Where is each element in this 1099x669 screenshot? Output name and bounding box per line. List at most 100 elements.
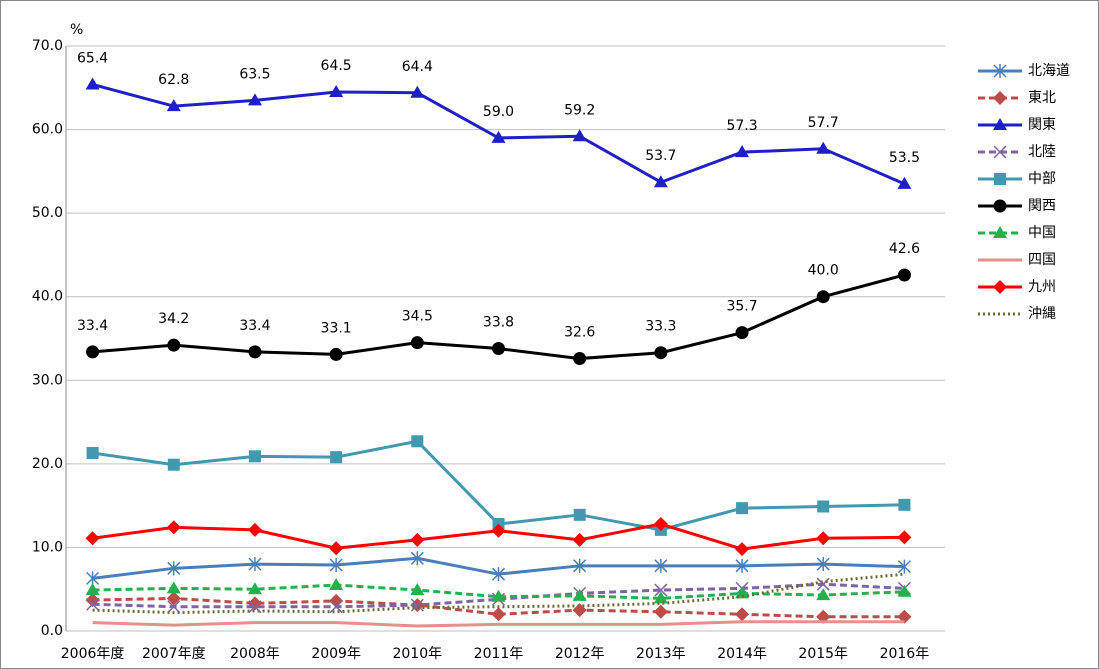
marker bbox=[167, 338, 181, 352]
marker bbox=[735, 145, 750, 158]
data-label: 40.0 bbox=[808, 263, 839, 279]
marker bbox=[329, 578, 344, 591]
data-label: 64.5 bbox=[321, 58, 352, 74]
data-label: 32.6 bbox=[564, 325, 595, 341]
data-label: 33.3 bbox=[645, 319, 676, 335]
series-line bbox=[92, 620, 905, 628]
marker bbox=[329, 84, 344, 97]
y-tick-label: 30.0 bbox=[32, 372, 63, 388]
y-tick-label: 0.0 bbox=[41, 623, 63, 639]
series bbox=[92, 620, 905, 628]
marker bbox=[329, 593, 344, 608]
x-tick-label: 2013年 bbox=[636, 646, 686, 662]
marker bbox=[573, 558, 587, 573]
data-label: 33.4 bbox=[239, 318, 270, 334]
marker bbox=[167, 600, 181, 614]
data-label: 59.0 bbox=[483, 104, 514, 120]
marker bbox=[247, 582, 262, 595]
data-label: 33.1 bbox=[321, 320, 352, 336]
y-tick-label: 40.0 bbox=[32, 289, 63, 305]
marker bbox=[654, 346, 668, 360]
data-label: 42.6 bbox=[889, 241, 920, 257]
marker bbox=[410, 551, 424, 566]
marker bbox=[330, 451, 343, 464]
marker bbox=[86, 345, 100, 359]
marker bbox=[993, 199, 1007, 213]
marker bbox=[492, 342, 505, 356]
marker bbox=[166, 99, 181, 112]
marker bbox=[897, 530, 912, 545]
series-line bbox=[92, 583, 905, 600]
marker bbox=[993, 145, 1007, 159]
marker bbox=[86, 597, 100, 611]
data-label: 62.8 bbox=[158, 72, 189, 88]
legend-label: 中部 bbox=[1028, 171, 1056, 187]
marker bbox=[572, 588, 587, 601]
marker bbox=[735, 542, 750, 557]
series-line bbox=[92, 572, 905, 615]
marker bbox=[735, 586, 750, 599]
marker bbox=[735, 326, 749, 340]
marker bbox=[572, 129, 587, 142]
marker bbox=[410, 532, 425, 547]
marker bbox=[816, 531, 831, 546]
data-label: 64.4 bbox=[402, 59, 433, 75]
marker bbox=[653, 591, 668, 604]
marker bbox=[247, 93, 262, 106]
marker bbox=[735, 607, 750, 622]
marker bbox=[816, 609, 831, 624]
marker bbox=[816, 557, 830, 572]
marker bbox=[653, 517, 668, 532]
series-line bbox=[92, 582, 905, 609]
series: 33.4 34.2 33.4 33.1 34.5 33.8 32.6 33.3 35.7 40.0… bbox=[77, 241, 920, 366]
data-label: 59.2 bbox=[564, 102, 595, 118]
marker bbox=[817, 500, 830, 513]
legend-label: 中国 bbox=[1028, 225, 1056, 241]
data-label: 35.7 bbox=[726, 299, 757, 315]
x-tick-label: 2010年 bbox=[392, 646, 442, 662]
data-label: 33.8 bbox=[483, 315, 514, 331]
series bbox=[86, 551, 911, 586]
marker bbox=[653, 175, 668, 188]
data-label: 34.5 bbox=[402, 309, 433, 325]
legend-label: 北海道 bbox=[1028, 63, 1070, 79]
marker bbox=[329, 557, 343, 572]
marker bbox=[572, 532, 587, 547]
marker bbox=[86, 571, 100, 586]
y-tick-label: 50.0 bbox=[32, 205, 63, 221]
marker bbox=[85, 583, 100, 596]
marker bbox=[736, 502, 749, 515]
series bbox=[85, 517, 912, 557]
marker bbox=[86, 446, 99, 459]
x-tick-label: 2016年 bbox=[880, 646, 930, 662]
y-tick-label: 20.0 bbox=[32, 456, 63, 472]
marker bbox=[166, 591, 181, 606]
marker bbox=[491, 607, 506, 622]
x-tick-label: 2014年 bbox=[717, 646, 767, 662]
marker bbox=[410, 336, 424, 350]
marker bbox=[897, 176, 912, 189]
marker bbox=[85, 531, 100, 546]
marker bbox=[410, 583, 425, 596]
marker bbox=[993, 280, 1007, 294]
marker bbox=[898, 498, 911, 511]
marker bbox=[491, 523, 506, 538]
marker bbox=[897, 268, 911, 282]
data-label: 65.4 bbox=[77, 50, 108, 66]
marker bbox=[897, 609, 912, 624]
marker bbox=[994, 173, 1006, 185]
marker bbox=[329, 600, 343, 614]
data-label: 57.3 bbox=[726, 118, 757, 134]
marker bbox=[167, 458, 180, 471]
legend-label: 四国 bbox=[1028, 252, 1056, 268]
data-label: 53.7 bbox=[645, 148, 676, 164]
marker bbox=[248, 450, 261, 463]
legend-label: 沖縄 bbox=[1028, 306, 1056, 322]
legend-label: 北陸 bbox=[1028, 144, 1056, 160]
series bbox=[92, 572, 905, 615]
marker bbox=[816, 290, 830, 304]
marker bbox=[653, 604, 668, 619]
y-tick-label: 70.0 bbox=[32, 38, 63, 54]
marker bbox=[248, 345, 262, 359]
marker bbox=[735, 558, 749, 573]
